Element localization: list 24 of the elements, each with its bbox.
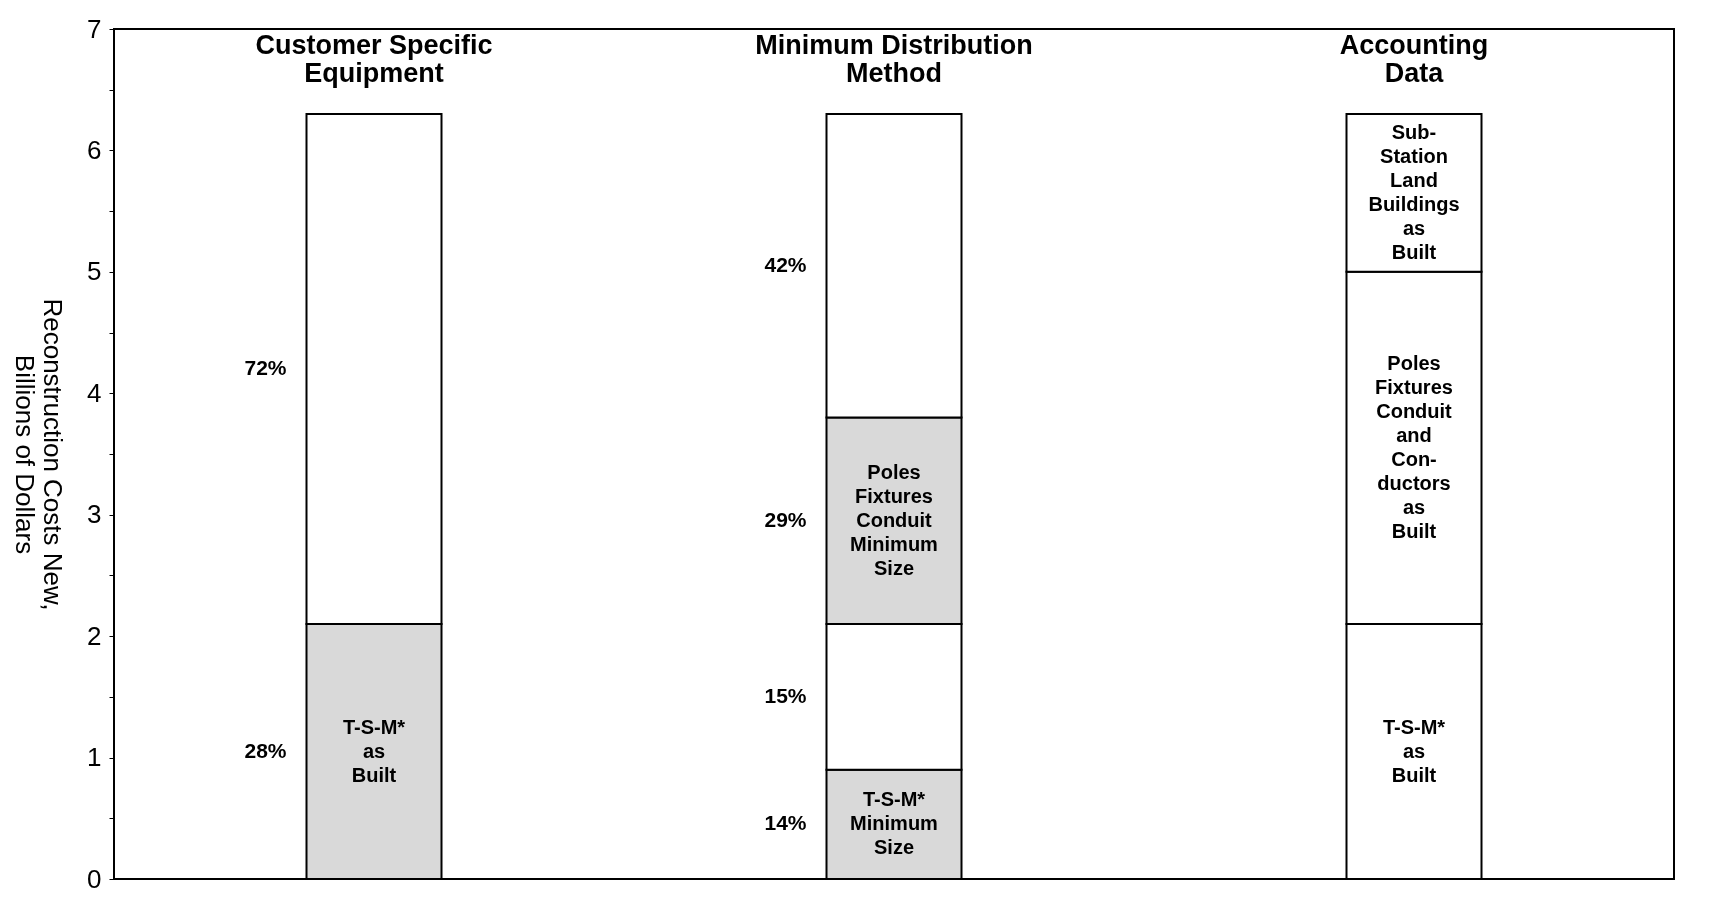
y-axis-title: Reconstruction Costs New, Billions of Dollars — [10, 298, 69, 611]
y-tick-label: 6 — [87, 134, 102, 165]
data-label: T-S-M* Minimum Size — [850, 788, 938, 859]
y-tick-label: 0 — [87, 863, 102, 894]
y-tick-label: 3 — [87, 499, 102, 530]
x-tick-label: Accounting Data — [1339, 29, 1489, 88]
y-tick-label: 2 — [87, 620, 102, 651]
data-label: Poles Fixtures Conduit and Con- ductors as Built — [1375, 351, 1453, 542]
x-tick-label: Customer Specific Equipment — [255, 29, 493, 88]
annotation: 72% — [244, 356, 287, 379]
data-label: T-S-M* as Built — [342, 715, 406, 786]
data-label: Sub- Station Land Buildings as Built — [1368, 120, 1460, 263]
annotation: 15% — [764, 683, 807, 707]
data-label: T-S-M* as Built — [1382, 715, 1446, 786]
y-tick-label: 4 — [87, 377, 102, 408]
annotation: 14% — [764, 811, 807, 835]
x-tick-label: Minimum Distribution Method — [755, 29, 1033, 88]
y-tick-label: 7 — [87, 13, 102, 44]
y-tick-label: 1 — [87, 742, 102, 773]
annotation: 42% — [764, 252, 807, 276]
y-tick-label: 5 — [87, 256, 102, 287]
annotation: 28% — [244, 738, 287, 762]
annotation: 29% — [764, 507, 807, 531]
data-label: Poles Fixtures Conduit Minimum Size — [850, 460, 938, 579]
